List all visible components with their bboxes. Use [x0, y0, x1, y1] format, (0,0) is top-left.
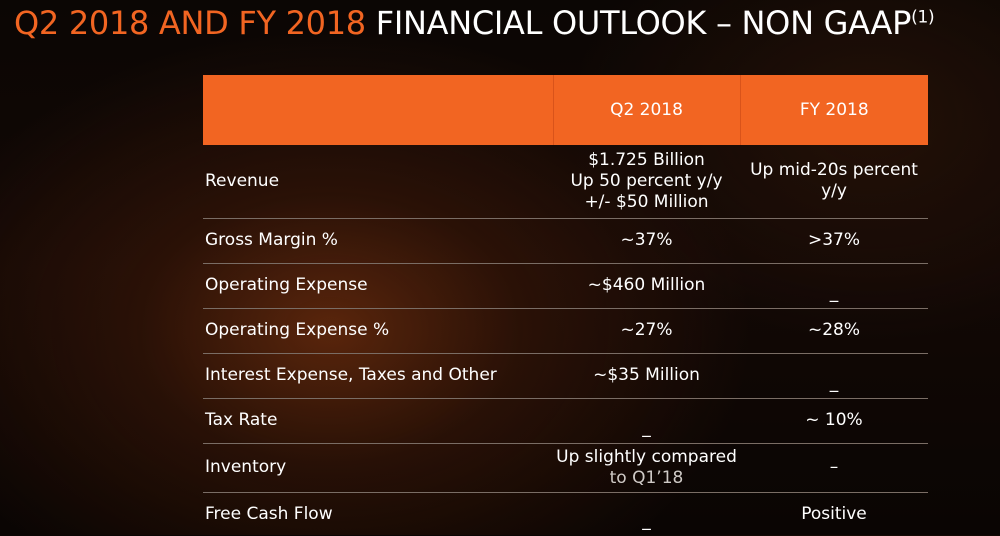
q2-value-line: $1.725 Billion: [588, 149, 705, 170]
fy-value: >37%: [807, 230, 861, 250]
q2-value: ~27%: [620, 320, 673, 340]
q2-value-line: Up slightly compared: [556, 446, 737, 467]
fy-value-line: Up mid-20s percent: [750, 160, 918, 181]
header-q2-2018: Q2 2018: [552, 75, 740, 145]
header-metric: [203, 75, 553, 145]
fy-value-line: y/y: [821, 181, 847, 202]
fy-value: _: [829, 372, 839, 393]
q2-value-line: to Q1’18: [609, 467, 684, 488]
row-label: Tax Rate: [205, 410, 278, 430]
row-label: Revenue: [205, 170, 280, 191]
q2-value: _: [642, 511, 651, 531]
row-label: Gross Margin %: [205, 230, 338, 250]
q2-value: $1.725 Billion Up 50 percent y/y +/- $50…: [553, 145, 740, 218]
header-fy-2018: FY 2018: [739, 75, 928, 145]
q2-value-line: +/- $50 Million: [584, 191, 709, 212]
fy-value: ~ 10%: [805, 410, 863, 430]
fy-value: ~28%: [807, 320, 861, 340]
table-row-operating-expense-pct: Operating Expense % ~27% ~28%: [203, 308, 928, 353]
fy-value: Up mid-20s percent y/y: [740, 145, 928, 218]
table-row-gross-margin: Gross Margin % ~37% >37%: [203, 218, 928, 263]
row-label: Interest Expense, Taxes and Other: [205, 365, 497, 385]
fy-value: _: [829, 282, 839, 303]
table-row-tax-rate: Tax Rate _ ~ 10%: [203, 398, 928, 443]
row-label: Operating Expense: [205, 275, 368, 295]
row-label: Inventory: [205, 457, 287, 477]
table-row-interest-taxes-other: Interest Expense, Taxes and Other ~$35 M…: [203, 353, 928, 398]
title-main: FINANCIAL OUTLOOK – NON GAAP: [375, 4, 912, 42]
row-label: Free Cash Flow: [205, 503, 333, 524]
table-row-operating-expense: Operating Expense ~$460 Million _: [203, 263, 928, 308]
fy-value: Positive: [801, 503, 867, 524]
table-row-free-cash-flow: Free Cash Flow _ Positive: [203, 492, 928, 536]
financial-outlook-table: Q2 2018 FY 2018 Revenue $1.725 Billion U…: [203, 75, 928, 536]
q2-value: ~$460 Million: [587, 275, 706, 295]
q2-value-line: Up 50 percent y/y: [570, 170, 723, 191]
table-row-inventory: Inventory Up slightly compared to Q1’18 …: [203, 443, 928, 492]
title-period: Q2 2018 AND FY 2018: [14, 4, 366, 42]
table-row-revenue: Revenue $1.725 Billion Up 50 percent y/y…: [203, 145, 928, 218]
fy-value: –: [829, 457, 839, 477]
row-label: Operating Expense %: [205, 320, 390, 340]
slide-title: Q2 2018 AND FY 2018 FINANCIAL OUTLOOK – …: [14, 3, 935, 43]
q2-value: ~$35 Million: [593, 365, 700, 385]
q2-value: Up slightly compared to Q1’18: [553, 443, 740, 492]
table-header-row: Q2 2018 FY 2018: [203, 75, 928, 145]
title-footnote-mark: (1): [911, 7, 935, 28]
q2-value: ~37%: [620, 230, 673, 250]
q2-value: _: [642, 417, 651, 438]
